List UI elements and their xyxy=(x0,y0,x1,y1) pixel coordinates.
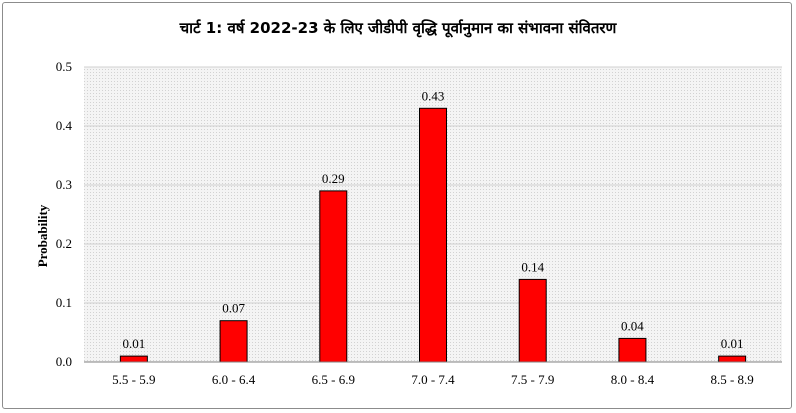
x-tick-label: 6.0 - 6.4 xyxy=(212,372,256,387)
data-label: 0.29 xyxy=(322,171,345,186)
data-label: 0.01 xyxy=(721,336,744,351)
bar xyxy=(718,355,747,363)
bar xyxy=(219,320,248,363)
data-label: 0.07 xyxy=(222,301,245,316)
y-tick-label: 0.3 xyxy=(56,177,72,192)
data-label: 0.43 xyxy=(422,88,445,103)
data-labels: 0.01 0.07 0.29 0.43 0.14 0.04 0.01 xyxy=(122,88,743,351)
bar xyxy=(119,355,148,363)
bar xyxy=(518,278,547,363)
x-tick-label: 8.5 - 8.9 xyxy=(710,372,753,387)
y-tick-label: 0.2 xyxy=(56,236,72,251)
bars xyxy=(119,107,747,363)
y-tick-label: 0.1 xyxy=(56,295,72,310)
x-tick-label: 5.5 - 5.9 xyxy=(112,372,155,387)
x-tick-label: 7.0 - 7.4 xyxy=(411,372,455,387)
chart-title: चार्ट 1: वर्ष 2022-23 के लिए जीडीपी वृद्… xyxy=(179,19,617,37)
x-tick-labels: 5.5 - 5.9 6.0 - 6.4 6.5 - 6.9 7.0 - 7.4 7.5 … xyxy=(112,372,754,387)
y-tick-labels: 0.0 0.1 0.2 0.3 0.4 0.5 xyxy=(56,59,73,369)
x-tick-label: 8.0 - 8.4 xyxy=(611,372,655,387)
y-tick-label: 0.4 xyxy=(56,118,73,133)
y-tick-label: 0.5 xyxy=(56,59,72,74)
x-tick-label: 7.5 - 7.9 xyxy=(511,372,554,387)
y-axis-label: Probability xyxy=(35,204,50,267)
bar xyxy=(618,337,647,363)
y-tick-label: 0.0 xyxy=(56,354,72,369)
bar xyxy=(419,107,447,363)
bar xyxy=(319,190,348,363)
x-tick-label: 6.5 - 6.9 xyxy=(312,372,355,387)
data-label: 0.14 xyxy=(521,259,544,274)
data-label: 0.04 xyxy=(621,318,644,333)
data-label: 0.01 xyxy=(122,336,145,351)
